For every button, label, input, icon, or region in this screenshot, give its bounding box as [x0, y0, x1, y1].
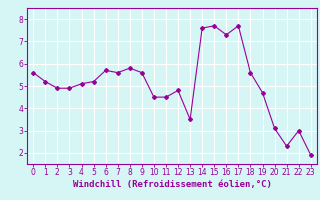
X-axis label: Windchill (Refroidissement éolien,°C): Windchill (Refroidissement éolien,°C): [73, 180, 271, 189]
